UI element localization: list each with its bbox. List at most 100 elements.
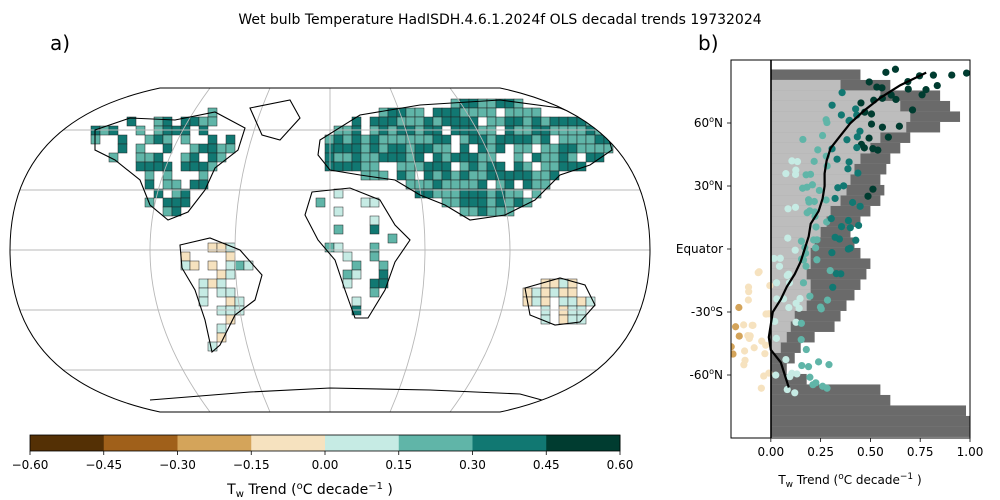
zonal-mid-bar xyxy=(770,79,841,91)
map-cell xyxy=(468,206,479,217)
zonal-point xyxy=(798,184,807,192)
map-cell xyxy=(450,125,461,136)
map-cell xyxy=(468,179,479,190)
map-cell xyxy=(495,197,506,208)
zonal-max-bar xyxy=(770,415,970,427)
zonal-point xyxy=(773,279,781,287)
map-cell xyxy=(531,116,542,127)
map-cell xyxy=(225,251,236,262)
map-cell xyxy=(513,161,524,172)
map-cell xyxy=(423,170,434,181)
zonal-point xyxy=(825,361,833,369)
map-cell xyxy=(441,152,452,163)
map-cell xyxy=(495,134,506,145)
map-cell xyxy=(171,197,182,208)
colorbar-ticks: −0.60 −0.45 −0.30 −0.15 0.00 0.15 0.30 0.45 0.60 xyxy=(12,451,633,472)
colorbar-segment xyxy=(30,435,105,451)
zonal-point xyxy=(831,233,839,241)
map-cell xyxy=(441,107,452,118)
zonal-point xyxy=(853,143,861,152)
map-cell xyxy=(216,305,227,316)
map-cell xyxy=(405,107,416,118)
zonal-point xyxy=(782,170,790,178)
map-cell xyxy=(171,125,182,136)
colorbar-tick-label: −0.15 xyxy=(233,458,270,472)
map-cell xyxy=(396,170,407,181)
map-cell xyxy=(522,116,533,127)
map-cell xyxy=(486,170,497,181)
map-cell xyxy=(225,296,236,307)
map-cell xyxy=(396,134,407,145)
map-cell xyxy=(378,107,389,118)
zonal-point xyxy=(783,385,791,394)
zonal-max-bar xyxy=(770,310,841,322)
map-cell xyxy=(378,116,389,127)
map-cell xyxy=(324,152,335,163)
map-cell xyxy=(531,287,542,298)
map-cell xyxy=(405,116,416,127)
map-cell xyxy=(333,152,344,163)
map-cell xyxy=(342,161,353,172)
map-cell xyxy=(351,116,362,127)
map-cell xyxy=(549,143,560,154)
map-cell xyxy=(540,143,551,154)
map-cell xyxy=(504,206,515,217)
zonal-max-bar xyxy=(770,342,801,353)
map-cell xyxy=(477,206,488,217)
zonal-mean-line xyxy=(767,71,927,388)
zonal-point xyxy=(849,198,857,207)
zonal-point xyxy=(757,384,765,392)
map-cell xyxy=(198,278,209,289)
zonal-trend-panel: 0.00 0.25 0.50 0.75 1.00 60oN 30oN Equator -30o… xyxy=(676,59,983,490)
zonal-point xyxy=(874,146,882,154)
map-cell xyxy=(504,179,515,190)
map-cell xyxy=(207,143,218,154)
zonal-max-bar xyxy=(770,69,861,80)
zonal-max-bar xyxy=(770,268,867,280)
map-cell xyxy=(207,278,218,289)
map-cell xyxy=(360,161,371,172)
zonal-point xyxy=(895,122,903,130)
zonal-mid-bar xyxy=(770,90,881,101)
panel-a-label: a) xyxy=(50,31,70,55)
zonal-point xyxy=(865,134,873,142)
zonal-point xyxy=(786,373,794,381)
zonal-point xyxy=(792,166,800,174)
map-cell xyxy=(441,170,452,181)
figure-title: Wet bulb Temperature HadISDH.4.6.1.2024f… xyxy=(238,12,761,28)
zonal-point xyxy=(818,131,827,140)
zonal-point xyxy=(834,184,842,192)
zonal-point xyxy=(860,144,868,152)
zonal-point xyxy=(878,123,887,131)
zonal-point xyxy=(828,101,836,109)
zonal-point xyxy=(797,237,806,245)
map-cell xyxy=(441,143,452,154)
map-cell xyxy=(324,143,335,154)
zonal-point xyxy=(812,244,820,252)
map-cell xyxy=(369,215,380,226)
x-tick-label: 0.25 xyxy=(807,445,834,459)
zonal-point xyxy=(822,196,830,204)
zonal-point xyxy=(833,155,841,163)
map-cell xyxy=(135,152,146,163)
map-cell xyxy=(558,305,569,316)
zonal-point xyxy=(745,288,753,296)
map-cell xyxy=(540,152,551,163)
map-cell xyxy=(576,125,587,136)
map-cell xyxy=(225,287,236,298)
map-cell xyxy=(333,242,344,253)
map-cell xyxy=(486,206,497,217)
map-cell xyxy=(369,143,380,154)
zonal-point xyxy=(908,106,917,114)
map-cell xyxy=(351,152,362,163)
zonal-point xyxy=(802,262,810,270)
colorbar-segment xyxy=(177,435,252,451)
map-cell xyxy=(531,170,542,181)
north-america-outline xyxy=(94,111,246,221)
map-cell xyxy=(477,170,488,181)
map-cell xyxy=(360,152,371,163)
map-cell xyxy=(477,107,488,118)
zonal-point xyxy=(772,334,780,342)
zonal-point xyxy=(766,281,774,290)
map-cell xyxy=(126,116,137,127)
